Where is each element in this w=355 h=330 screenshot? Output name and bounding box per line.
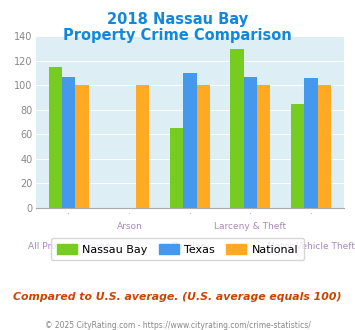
- Bar: [62, 77, 76, 208]
- Text: Property Crime Comparison: Property Crime Comparison: [63, 28, 292, 43]
- Text: All Property Crime: All Property Crime: [28, 242, 110, 251]
- Text: © 2025 CityRating.com - https://www.cityrating.com/crime-statistics/: © 2025 CityRating.com - https://www.city…: [45, 321, 310, 330]
- Bar: [136, 85, 149, 208]
- Text: 2018 Nassau Bay: 2018 Nassau Bay: [107, 12, 248, 26]
- Bar: [318, 85, 331, 208]
- Bar: [244, 77, 257, 208]
- Text: Larceny & Theft: Larceny & Theft: [214, 222, 286, 231]
- Legend: Nassau Bay, Texas, National: Nassau Bay, Texas, National: [51, 238, 304, 260]
- Bar: [183, 73, 197, 208]
- Bar: [76, 85, 89, 208]
- Text: Compared to U.S. average. (U.S. average equals 100): Compared to U.S. average. (U.S. average …: [13, 292, 342, 302]
- Text: Motor Vehicle Theft: Motor Vehicle Theft: [267, 242, 355, 251]
- Bar: [170, 128, 183, 208]
- Text: Arson: Arson: [116, 222, 142, 231]
- Bar: [230, 49, 244, 208]
- Bar: [291, 104, 304, 208]
- Bar: [49, 67, 62, 208]
- Text: Burglary: Burglary: [171, 242, 209, 251]
- Bar: [304, 78, 318, 208]
- Bar: [197, 85, 210, 208]
- Bar: [257, 85, 271, 208]
